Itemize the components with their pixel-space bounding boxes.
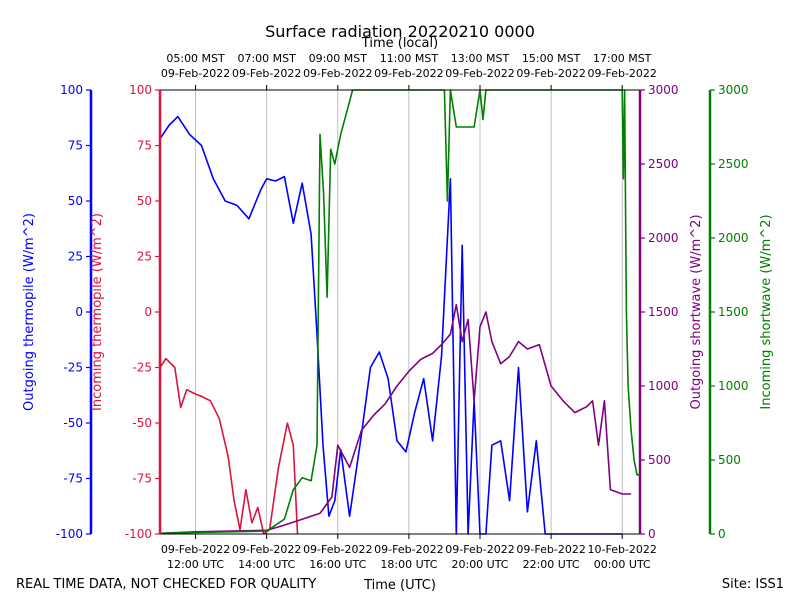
y-tick-label: 2500 — [648, 157, 679, 171]
x-tick-label-top: 09-Feb-2022 — [516, 67, 585, 80]
series-line-sw_out — [159, 303, 632, 535]
y-tick-label: 1500 — [718, 305, 749, 319]
y-tick-label: 75 — [137, 139, 152, 153]
y-axes: -100 -75 -50 -25 0 25 50 75 100 Outgoing thermopi… — [22, 83, 774, 541]
y-tick-label: 0 — [718, 527, 726, 541]
y-tick-label: -25 — [63, 361, 83, 375]
y-axis-label: Outgoing shortwave (W/m^2) — [689, 214, 704, 409]
y-axis-label: Incoming shortwave (W/m^2) — [759, 214, 774, 409]
x-tick-label-top: 11:00 MST — [380, 52, 439, 65]
x-tick-label-top: 07:00 MST — [237, 52, 296, 65]
y-axis-thermo_out: -100 -75 -50 -25 0 25 50 75 100 Outgoing thermopi… — [22, 83, 93, 541]
x-tick-label-bottom: 09-Feb-2022 — [232, 543, 301, 556]
y-axis-label: Incoming thermopile (W/m^2) — [90, 213, 105, 411]
y-axis-thermo_in: -100 -75 -50 -25 0 25 50 75 100 Incoming thermopi… — [90, 83, 162, 541]
y-tick-label: -25 — [132, 361, 152, 375]
x-tick-label-top: 09:00 MST — [309, 52, 368, 65]
y-tick-label: 1000 — [648, 379, 679, 393]
y-tick-label: 2000 — [718, 231, 749, 245]
plot-frame — [160, 89, 640, 535]
x-tick-label-top: 05:00 MST — [166, 52, 225, 65]
x-ticks: 09-Feb-2022 12:00 UTC 09-Feb-2022 14:00 UTC… — [161, 52, 657, 571]
x-tick-label-bottom: 16:00 UTC — [309, 558, 366, 571]
y-tick-label: 3000 — [648, 83, 679, 97]
y-tick-label: 50 — [137, 194, 152, 208]
y-tick-label: 500 — [648, 453, 671, 467]
y-tick-label: 75 — [68, 139, 83, 153]
x-tick-label-top: 09-Feb-2022 — [374, 67, 443, 80]
y-tick-label: 0 — [75, 305, 83, 319]
y-tick-label: 50 — [68, 194, 83, 208]
y-axis-label: Outgoing thermopile (W/m^2) — [22, 213, 37, 411]
x-tick-label-bottom: 22:00 UTC — [523, 558, 580, 571]
x-tick-label-top: 09-Feb-2022 — [161, 67, 230, 80]
x-tick-label-bottom: 09-Feb-2022 — [374, 543, 443, 556]
x-tick-label-bottom: 09-Feb-2022 — [161, 543, 230, 556]
top-x-axis-label: Time (local) — [361, 36, 438, 51]
y-tick-label: -50 — [132, 416, 152, 430]
site-label: Site: ISS1 — [722, 577, 784, 592]
x-tick-label-top: 13:00 MST — [451, 52, 510, 65]
y-tick-label: 1000 — [718, 379, 749, 393]
y-tick-label: 25 — [68, 250, 83, 264]
y-tick-label: 2500 — [718, 157, 749, 171]
y-tick-label: 0 — [648, 527, 656, 541]
y-axis-sw_in: 0 500 1000 1500 2000 2500 3000 Incoming shortwa… — [708, 83, 774, 541]
y-tick-label: -100 — [125, 527, 152, 541]
y-tick-label: -50 — [63, 416, 83, 430]
x-tick-label-bottom: 09-Feb-2022 — [303, 543, 372, 556]
x-tick-label-bottom: 12:00 UTC — [167, 558, 224, 571]
x-tick-label-top: 15:00 MST — [522, 52, 581, 65]
x-tick-label-bottom: 10-Feb-2022 — [588, 543, 657, 556]
y-tick-label: 25 — [137, 250, 152, 264]
x-tick-label-top: 09-Feb-2022 — [445, 67, 514, 80]
series-line-thermo_in — [159, 357, 299, 535]
x-tick-label-top: 09-Feb-2022 — [232, 67, 301, 80]
x-tick-label-top: 09-Feb-2022 — [588, 67, 657, 80]
series-line-thermo_out — [159, 115, 623, 535]
y-tick-label: 1500 — [648, 305, 679, 319]
x-tick-label-bottom: 14:00 UTC — [238, 558, 295, 571]
x-tick-label-top: 09-Feb-2022 — [303, 67, 372, 80]
y-tick-label: 100 — [60, 83, 83, 97]
y-tick-label: 3000 — [718, 83, 749, 97]
series-line-sw_in — [159, 89, 640, 535]
gridlines — [195, 90, 623, 534]
y-tick-label: 0 — [144, 305, 152, 319]
y-tick-label: -75 — [63, 472, 83, 486]
chart-title: Surface radiation 20220210 0000 — [265, 22, 535, 41]
y-tick-label: 500 — [718, 453, 741, 467]
x-tick-label-bottom: 09-Feb-2022 — [516, 543, 585, 556]
x-tick-label-bottom: 20:00 UTC — [451, 558, 508, 571]
x-tick-label-bottom: 00:00 UTC — [594, 558, 651, 571]
y-tick-label: -100 — [56, 527, 83, 541]
series-lines — [159, 89, 640, 535]
y-axis-sw_out: 0 500 1000 1500 2000 2500 3000 Outgoing shortwa… — [638, 83, 704, 541]
quality-disclaimer: REAL TIME DATA, NOT CHECKED FOR QUALITY — [16, 577, 316, 592]
y-tick-label: -75 — [132, 472, 152, 486]
y-tick-label: 100 — [129, 83, 152, 97]
bottom-x-axis-label: Time (UTC) — [363, 578, 436, 593]
x-tick-label-bottom: 09-Feb-2022 — [445, 543, 514, 556]
x-tick-label-top: 17:00 MST — [593, 52, 652, 65]
x-tick-label-bottom: 18:00 UTC — [380, 558, 437, 571]
y-tick-label: 2000 — [648, 231, 679, 245]
